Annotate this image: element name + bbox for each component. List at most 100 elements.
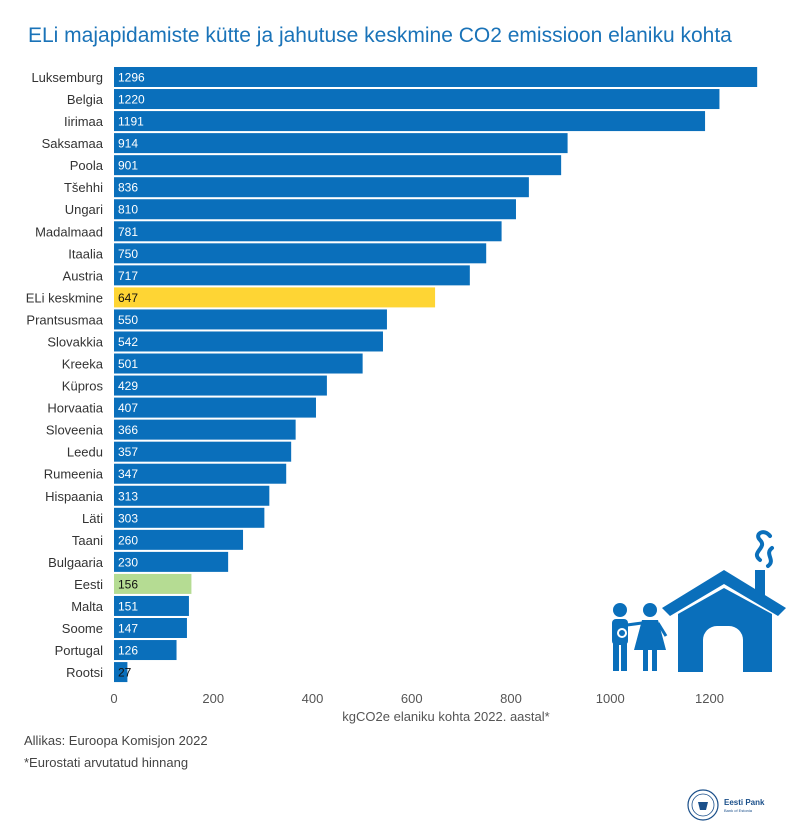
logo-subtitle: Bank of Estonia: [724, 808, 753, 813]
category-label: Horvaatia: [47, 401, 103, 416]
x-tick-label: 1200: [695, 691, 724, 706]
bar: [114, 441, 292, 462]
bar: [114, 662, 128, 683]
chimney-smoke-icon: [754, 530, 774, 568]
category-label: Slovakkia: [47, 334, 103, 349]
eesti-pank-logo: Eesti Pank Bank of Estonia: [686, 786, 796, 824]
x-tick-label: 200: [202, 691, 224, 706]
family-house-illustration: [612, 530, 786, 672]
bar: [114, 177, 529, 198]
category-label: Leedu: [67, 445, 103, 460]
data-label: 429: [118, 379, 138, 393]
category-label: ELi keskmine: [26, 290, 103, 305]
category-label: Belgia: [67, 92, 104, 107]
data-label: 542: [118, 335, 138, 349]
category-label: Küpros: [62, 379, 104, 394]
bar: [114, 595, 189, 616]
bar: [114, 199, 516, 220]
category-label: Sloveenia: [46, 423, 104, 438]
family-icon: [612, 603, 668, 671]
data-label: 781: [118, 225, 138, 239]
house-icon: [662, 570, 786, 672]
category-label: Kreeka: [62, 357, 104, 372]
category-label: Rumeenia: [44, 467, 104, 482]
data-label: 156: [118, 577, 138, 591]
bar: [114, 133, 568, 154]
bar: [114, 111, 706, 132]
bar: [114, 529, 244, 550]
category-label: Madalmaad: [35, 224, 103, 239]
bar: [114, 618, 187, 638]
category-label: Rootsi: [66, 665, 103, 680]
data-label: 260: [118, 533, 138, 547]
bar: [114, 243, 487, 264]
category-label: Taani: [72, 533, 103, 548]
category-label: Tšehhi: [64, 180, 103, 195]
category-label: Luksemburg: [31, 70, 103, 85]
bar: [114, 265, 470, 286]
bar: [114, 507, 265, 528]
data-label: 126: [118, 644, 138, 658]
data-label: 357: [118, 445, 138, 459]
data-label: 647: [118, 291, 138, 305]
data-label: 366: [118, 423, 138, 437]
x-tick-label: 400: [302, 691, 324, 706]
bar: [114, 463, 287, 484]
data-label: 1220: [118, 93, 145, 107]
chart-title: ELi majapidamiste kütte ja jahutuse kesk…: [28, 24, 732, 47]
bar: [114, 155, 562, 176]
bar: [114, 573, 192, 594]
category-label: Austria: [63, 268, 104, 283]
chart-notes: Allikas: Euroopa Komisjon 2022 *Eurostat…: [24, 730, 208, 774]
data-label: 27: [118, 666, 132, 680]
category-label: Portugal: [55, 643, 104, 658]
logo-name: Eesti Pank: [724, 798, 765, 807]
category-label: Malta: [71, 599, 104, 614]
bar: [114, 67, 758, 87]
data-label: 501: [118, 357, 138, 371]
data-label: 901: [118, 159, 138, 173]
data-label: 303: [118, 511, 138, 525]
bar: [114, 375, 327, 396]
data-label: 1191: [118, 115, 144, 129]
data-label: 810: [118, 203, 138, 217]
bank-seal-icon: [687, 789, 719, 821]
bar: [114, 287, 436, 308]
bar: [114, 221, 502, 242]
category-label: Läti: [82, 511, 103, 526]
x-tick-label: 600: [401, 691, 423, 706]
x-tick-label: 0: [110, 691, 117, 706]
data-label: 717: [118, 269, 138, 283]
category-label: Soome: [62, 621, 103, 636]
x-axis-label: kgCO2e elaniku kohta 2022. aastal*: [342, 709, 549, 724]
data-label: 313: [118, 489, 138, 503]
data-label: 147: [118, 622, 138, 636]
x-tick-label: 800: [500, 691, 522, 706]
bar: [114, 89, 720, 110]
data-label: 914: [118, 137, 138, 151]
category-label: Saksamaa: [42, 136, 104, 151]
bar: [114, 419, 296, 440]
category-label: Hispaania: [45, 489, 104, 504]
data-label: 347: [118, 467, 138, 481]
data-label: 230: [118, 555, 138, 569]
source-note: Allikas: Euroopa Komisjon 2022: [24, 733, 208, 748]
category-label: Poola: [70, 158, 104, 173]
category-label: Iirimaa: [64, 114, 104, 129]
bar: [114, 551, 229, 572]
data-label: 836: [118, 181, 138, 195]
bar: [114, 353, 363, 374]
data-label: 750: [118, 247, 138, 261]
data-label: 550: [118, 313, 138, 327]
bar: [114, 309, 387, 330]
data-label: 407: [118, 401, 138, 415]
bar: [114, 397, 316, 418]
category-label: Bulgaaria: [48, 555, 104, 570]
bar: [114, 485, 270, 506]
bar: [114, 331, 383, 352]
x-tick-label: 1000: [596, 691, 625, 706]
category-label: Ungari: [65, 202, 103, 217]
bar: [114, 640, 177, 661]
data-label: 151: [118, 599, 138, 613]
